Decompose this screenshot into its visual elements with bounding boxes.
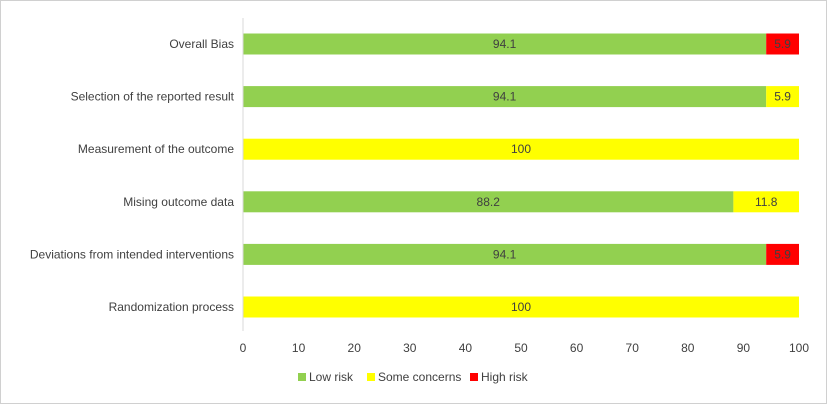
x-tick-label: 100 bbox=[789, 341, 809, 355]
category-label: Overall Bias bbox=[169, 37, 234, 51]
bar-segment bbox=[733, 191, 799, 213]
legend-swatch bbox=[367, 373, 375, 381]
category-label: Measurement of the outcome bbox=[78, 142, 234, 156]
data-label: 5.9 bbox=[774, 37, 791, 51]
x-tick-label: 90 bbox=[737, 341, 751, 355]
bar-segment bbox=[766, 86, 799, 108]
bar-segment bbox=[243, 296, 799, 318]
category-label: Randomization process bbox=[109, 300, 234, 314]
bar-segment bbox=[243, 138, 799, 160]
data-label: 100 bbox=[511, 142, 531, 156]
x-tick-label: 0 bbox=[240, 341, 247, 355]
data-label: 94.1 bbox=[493, 90, 517, 104]
legend-entry: Low risk bbox=[309, 370, 354, 384]
bar-segment bbox=[243, 33, 767, 55]
data-label: 5.9 bbox=[774, 90, 791, 104]
x-tick-label: 10 bbox=[292, 341, 306, 355]
bar-segment bbox=[243, 191, 734, 213]
data-label: 94.1 bbox=[493, 247, 517, 261]
legend-entry: High risk bbox=[481, 370, 529, 384]
category-label: Mising outcome data bbox=[123, 195, 234, 209]
x-tick-label: 30 bbox=[403, 341, 417, 355]
data-label: 5.9 bbox=[774, 247, 791, 261]
x-tick-label: 80 bbox=[681, 341, 695, 355]
data-label: 94.1 bbox=[493, 37, 517, 51]
x-tick-label: 20 bbox=[348, 341, 362, 355]
bar-segment bbox=[766, 33, 799, 55]
legend-swatch bbox=[298, 373, 306, 381]
x-tick-label: 70 bbox=[626, 341, 640, 355]
category-label: Deviations from intended interventions bbox=[30, 247, 234, 261]
legend-swatch bbox=[470, 373, 478, 381]
legend-entry: Some concerns bbox=[378, 370, 461, 384]
bar-segment bbox=[243, 86, 767, 108]
category-label: Selection of the reported result bbox=[71, 90, 235, 104]
x-tick-label: 40 bbox=[459, 341, 473, 355]
data-label: 88.2 bbox=[477, 195, 501, 209]
x-tick-label: 50 bbox=[514, 341, 528, 355]
x-tick-label: 60 bbox=[570, 341, 584, 355]
data-label: 100 bbox=[511, 300, 531, 314]
bar-segment bbox=[766, 243, 799, 265]
data-label: 11.8 bbox=[755, 195, 778, 209]
bar-segment bbox=[243, 243, 767, 265]
